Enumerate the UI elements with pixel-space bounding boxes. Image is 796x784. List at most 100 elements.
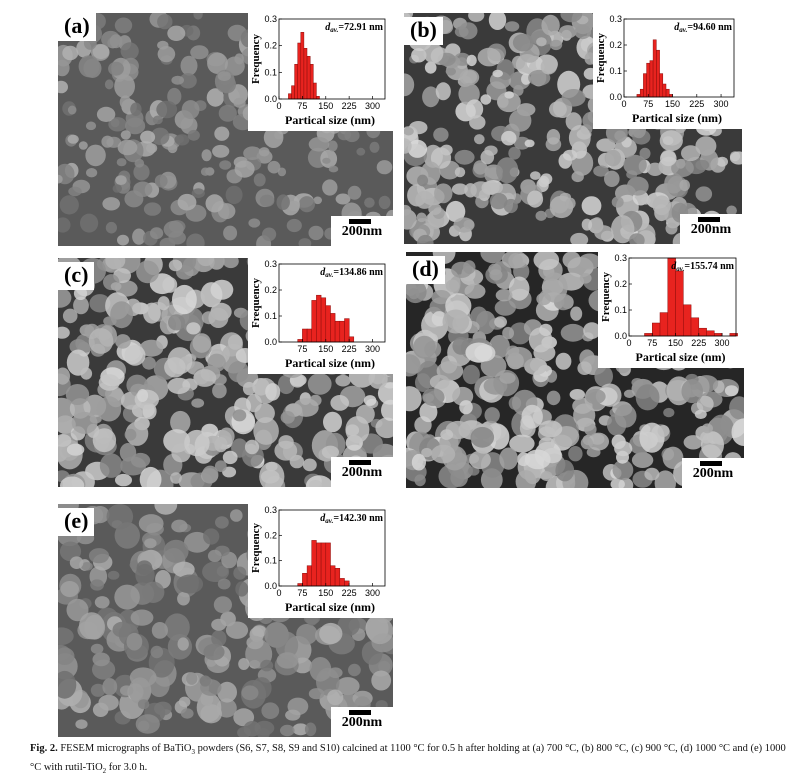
x-tick-label: 225 [691,338,706,348]
y-axis-label: Frequency [250,278,262,328]
y-axis-label: Frequency [595,33,607,83]
histogram-chart-e: 0.0 0.1 0.2 0.3 0 75 150 225 300 Partical size (n… [250,505,386,614]
histogram-bar [288,93,292,100]
y-tick-label: 0.2 [614,279,627,289]
scale-bar-label: 200nm [341,465,383,480]
plot-frame [278,509,386,587]
histogram-bar [320,542,327,587]
y-tick-label: 0.2 [609,40,622,50]
plot-frame [628,257,737,337]
histogram-bar [302,328,308,343]
histogram-bar [303,48,308,100]
histogram-bar [334,568,341,587]
histogram-inset-d: 0.0 0.1 0.2 0.3 0 75 150 225 300 Partical size (n… [598,252,744,368]
micrograph-panel-b: (b) 0.0 0.1 0.2 0.3 0 75 150 225 300 Partical siz… [404,13,742,244]
scale-bar-label: 200nm [690,222,732,237]
x-tick-label: 150 [318,344,333,354]
histogram-bar [309,64,314,100]
caption-label: Fig. 2. [30,743,58,754]
x-tick-label: 300 [365,101,380,111]
y-tick-label: 0.2 [264,285,277,295]
histogram-bar [643,73,647,98]
histogram-inset-e: 0.0 0.1 0.2 0.3 0 75 150 225 300 Partical size (n… [248,504,393,618]
x-tick-label: 75 [647,338,657,348]
histogram-bar [659,312,669,337]
x-tick-label: 300 [715,338,730,348]
histogram-bar [706,330,715,337]
histogram-bar [656,49,660,98]
histogram-bar [649,60,654,98]
x-axis-label: Partical size (nm) [285,356,375,370]
histogram-bar [330,313,336,343]
histogram-bar [675,270,684,337]
histogram-bar [652,39,657,98]
histogram-bar [311,300,317,343]
scale-bar-c: 200nm [331,457,393,487]
micrograph-panel-c: (c) 0.0 0.1 0.2 0.3 75 150 225 300 Partical size… [58,258,393,487]
scale-bar-b: 200nm [680,214,742,244]
panel-label-b: (b) [404,17,443,45]
histogram-bar [320,297,327,343]
histogram-bar [302,573,308,587]
histogram-bar [665,88,670,98]
x-tick-label: 0 [276,101,281,111]
scale-bar-e: 200nm [331,707,393,737]
histogram-bar [646,62,651,98]
y-tick-label: 0.1 [264,556,277,566]
y-tick-label: 0.3 [264,14,277,24]
x-tick-label: 225 [342,344,357,354]
scale-bar-label: 200nm [341,715,383,730]
y-tick-label: 0.3 [264,505,277,515]
y-tick-label: 0.1 [264,311,277,321]
mean-size-label: dav.=94.60 nm [674,22,732,34]
x-tick-label: 225 [689,99,704,109]
histogram-bar [300,32,305,100]
x-tick-label: 0 [276,588,281,598]
y-tick-label: 0.1 [609,66,622,76]
plot-frame [623,18,735,98]
histogram-bar [306,56,311,100]
y-axis-label: Frequency [600,272,612,322]
caption-text-3: for 3.0 h. [106,762,148,774]
histogram-chart-c: 0.0 0.1 0.2 0.3 75 150 225 300 Partical size (nm… [250,259,386,370]
plot-frame [278,263,386,343]
x-tick-label: 75 [297,101,307,111]
histogram-bar [306,328,313,343]
sem-image-e [58,504,393,737]
histogram-chart-a: 0.0 0.1 0.2 0.3 0 75 150 225 300 Partical size (n… [250,14,386,127]
micrograph-panel-a: (a) 0.0 0.1 0.2 0.3 0 75 150 225 300 Partical siz… [58,13,393,246]
plot-frame [278,18,386,100]
histogram-bar [311,540,317,587]
y-tick-label: 0.3 [614,253,627,263]
y-axis-label: Frequency [250,34,262,84]
mean-size-label: dav.=134.86 nm [320,267,383,279]
mean-size-label: dav.=142.30 nm [320,513,383,525]
y-tick-label: 0.1 [264,67,277,77]
y-tick-label: 0.0 [264,581,277,591]
x-tick-label: 150 [318,101,333,111]
histogram-inset-c: 0.0 0.1 0.2 0.3 75 150 225 300 Partical size (nm… [248,258,393,374]
y-tick-label: 0.2 [264,530,277,540]
histogram-bar [662,83,667,98]
histogram-bar [316,542,322,587]
histogram-bar [330,565,336,587]
scale-bar-d: 200nm [682,458,744,488]
x-tick-label: 150 [665,99,680,109]
y-axis-label: Frequency [250,523,262,573]
x-axis-label: Partical size (nm) [632,111,722,125]
histogram-bar [683,304,692,337]
x-axis-label: Partical size (nm) [636,350,726,364]
histogram-inset-a: 0.0 0.1 0.2 0.3 0 75 150 225 300 Partical size (n… [248,13,393,131]
histogram-bar [294,64,298,100]
figure-caption: Fig. 2. FESEM micrographs of BaTiO3 powd… [30,741,790,779]
histogram-bar [306,565,313,587]
histogram-bar [659,73,664,98]
caption-text: FESEM micrographs of BaTiO [60,743,192,754]
scale-bar-a: 200nm [331,216,393,246]
sem-image-b [404,13,742,244]
micrograph-panel-e: (e) 0.0 0.1 0.2 0.3 0 75 150 225 300 Partical siz… [58,504,393,737]
scale-bar-label: 200nm [692,466,734,481]
x-tick-label: 150 [318,588,333,598]
y-tick-label: 0.3 [609,14,622,24]
y-tick-label: 0.0 [609,92,622,102]
